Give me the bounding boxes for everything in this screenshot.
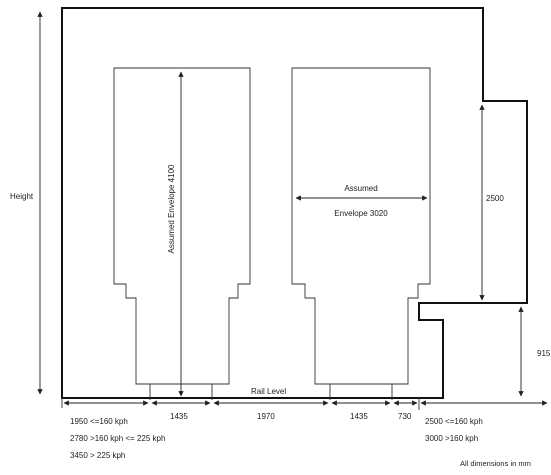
envelope-left-label: Assumed Envelope 4100 [167, 164, 176, 254]
bottom-dim-2-label: 1435 [170, 412, 188, 421]
dim-915-label: 915 [537, 349, 551, 358]
bottom-dim-1-line2: 2780 >160 kph <= 225 kph [70, 434, 165, 443]
height-label: Height [10, 192, 34, 201]
bottom-dim-6-line1: 2500 <=160 kph [425, 417, 483, 426]
envelope-right-label-line2: Envelope 3020 [334, 209, 388, 218]
bottom-dim-1-line3: 3450 > 225 kph [70, 451, 125, 460]
bottom-dim-6-line2: 3000 >160 kph [425, 434, 478, 443]
bottom-dim-3-label: 1970 [257, 412, 275, 421]
footer-note: All dimensions in mm [460, 459, 531, 468]
bottom-dim-4-label: 1435 [350, 412, 368, 421]
dim-2500-label: 2500 [486, 194, 504, 203]
rail-level-label: Rail Level [251, 387, 286, 396]
bottom-dim-1-line1: 1950 <=160 kph [70, 417, 128, 426]
bottom-dim-5-label: 730 [398, 412, 412, 421]
envelope-right-label-line1: Assumed [344, 184, 377, 193]
right-envelope-outline [291, 67, 431, 385]
structure-outline [61, 7, 528, 399]
left-envelope-outline [113, 67, 251, 385]
